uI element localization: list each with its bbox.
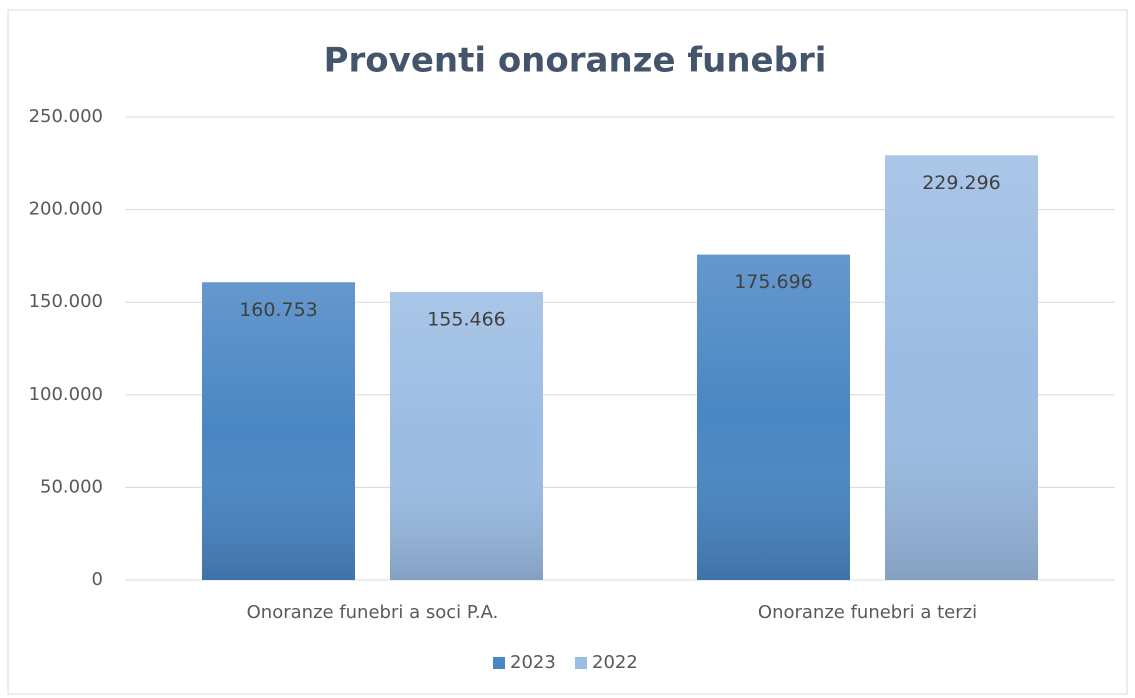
legend-swatch — [493, 657, 505, 669]
data-label: 160.753 — [239, 299, 318, 321]
bar — [885, 155, 1038, 580]
y-tick-label: 250.000 — [29, 106, 103, 127]
legend-swatch — [575, 657, 587, 669]
bar — [202, 282, 355, 580]
y-tick-label: 150.000 — [29, 291, 103, 312]
data-label: 229.296 — [922, 172, 1001, 194]
y-tick-label: 0 — [92, 569, 103, 590]
bar — [697, 254, 850, 580]
y-tick-label: 50.000 — [40, 476, 103, 497]
legend-label: 2023 — [510, 652, 556, 673]
legend-label: 2022 — [592, 652, 638, 673]
x-tick-label: Onoranze funebri a terzi — [758, 602, 977, 623]
chart-title: Proventi onoranze funebri — [324, 41, 827, 81]
y-tick-label: 100.000 — [29, 384, 103, 405]
data-label: 175.696 — [734, 271, 813, 293]
bar — [390, 292, 543, 580]
data-label: 155.466 — [427, 309, 506, 331]
y-tick-label: 200.000 — [29, 199, 103, 220]
x-tick-label: Onoranze funebri a soci P.A. — [247, 602, 499, 623]
